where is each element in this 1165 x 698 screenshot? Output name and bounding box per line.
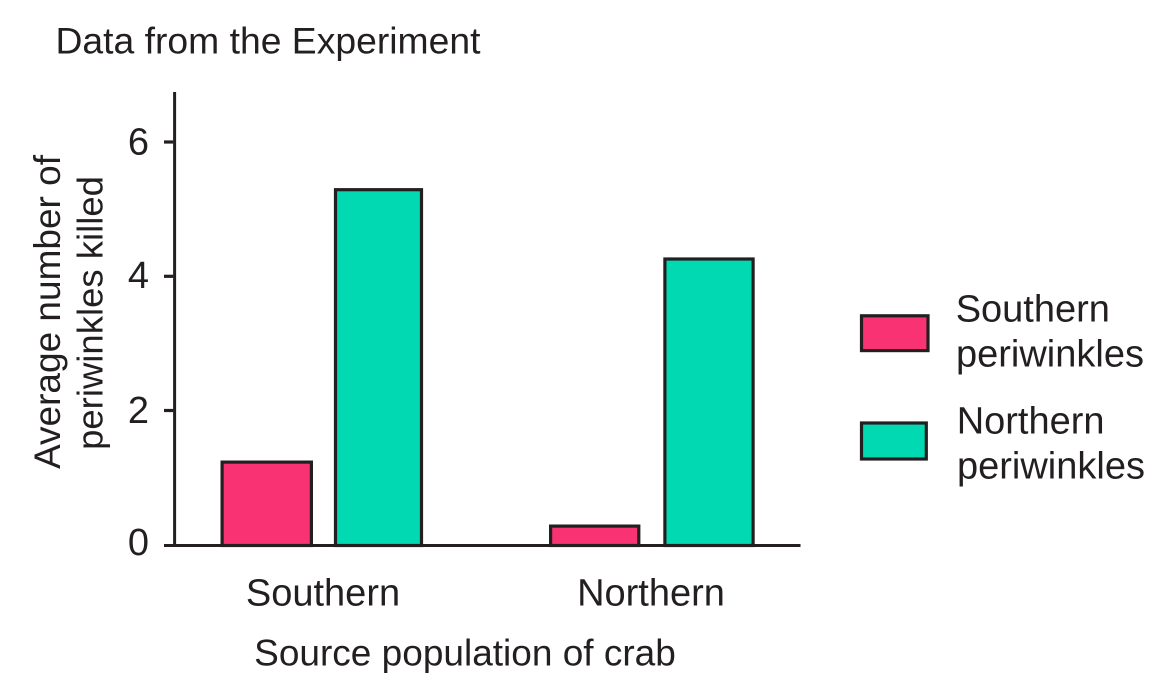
svg-text:Data from the Experiment: Data from the Experiment (56, 19, 482, 61)
svg-text:6: 6 (128, 122, 149, 164)
svg-text:Northern: Northern (577, 573, 725, 615)
svg-text:periwinkles: periwinkles (956, 334, 1144, 376)
svg-text:Source population of crab: Source population of crab (254, 633, 676, 674)
svg-text:0: 0 (128, 522, 149, 564)
svg-text:Average number of: Average number of (27, 154, 68, 469)
svg-text:2: 2 (128, 390, 149, 432)
svg-text:Southern: Southern (956, 289, 1110, 331)
svg-text:periwinkles killed: periwinkles killed (70, 176, 111, 450)
svg-text:periwinkles: periwinkles (957, 446, 1145, 488)
svg-text:Southern: Southern (246, 573, 400, 615)
svg-text:Northern: Northern (957, 401, 1105, 443)
svg-text:4: 4 (128, 255, 149, 297)
